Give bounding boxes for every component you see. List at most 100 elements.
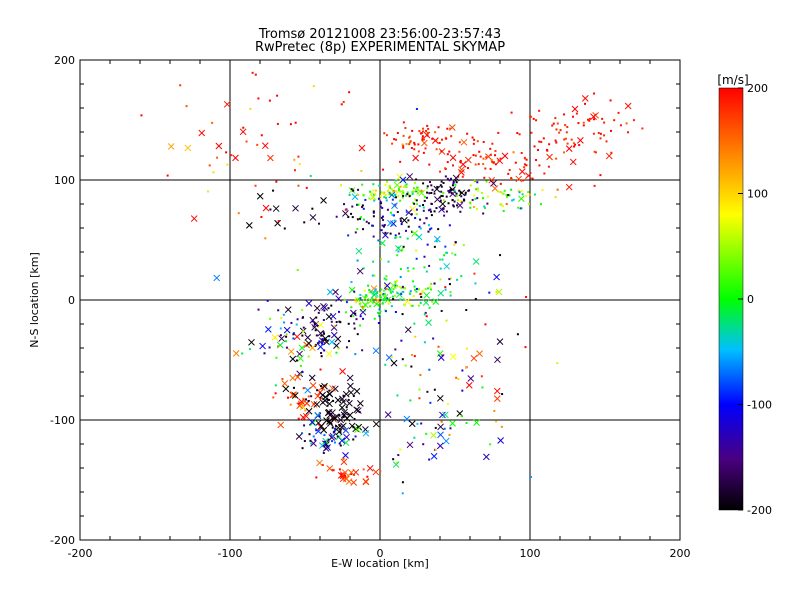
data-point-dot (551, 124, 554, 127)
data-point-x (239, 128, 247, 136)
data-point-dot (434, 449, 437, 452)
data-point-x (322, 393, 329, 401)
data-point-dot (420, 292, 423, 295)
data-point-dot (274, 392, 277, 395)
data-point-dot (412, 295, 415, 298)
data-point-x (276, 341, 284, 349)
data-point-x (184, 144, 192, 152)
data-point-dot (305, 186, 308, 189)
data-point-dot (454, 183, 457, 186)
data-point-x (372, 468, 380, 476)
data-point-dot (390, 192, 393, 195)
data-point-dot (415, 107, 418, 110)
data-point-dot (396, 284, 399, 287)
data-point-x (393, 181, 401, 189)
data-point-dot (410, 304, 413, 307)
data-point-x (297, 355, 304, 362)
data-point-x (317, 321, 324, 329)
data-point-dot (384, 363, 387, 366)
data-point-x (449, 420, 456, 427)
data-point-dot (377, 311, 380, 314)
data-point-dot (402, 290, 405, 293)
data-point-dot (413, 436, 416, 439)
data-point-dot (264, 237, 267, 240)
data-point-dot (425, 270, 428, 273)
data-point-dot (472, 154, 475, 157)
data-point-dot (292, 386, 295, 389)
data-point-x (345, 478, 353, 485)
data-point-dot (556, 122, 559, 125)
data-point-dot (489, 443, 492, 446)
data-point-dot (415, 213, 418, 216)
data-point-dot (455, 376, 458, 379)
data-point-dot (359, 293, 362, 296)
data-point-x (366, 464, 374, 472)
data-point-dot (361, 349, 364, 352)
data-point-dot (441, 195, 444, 198)
data-point-x (295, 433, 303, 440)
data-point-dot (285, 333, 288, 336)
data-point-dot (356, 259, 359, 262)
data-point-dot (563, 151, 566, 154)
data-point-dot (455, 194, 458, 197)
data-point-dot (365, 220, 368, 223)
data-point-dot (391, 142, 394, 145)
data-point-dot (260, 134, 263, 137)
data-point-dot (296, 318, 299, 321)
data-point-dot (425, 315, 428, 318)
data-point-dot (396, 279, 399, 282)
data-point-x (289, 391, 297, 399)
data-point-dot (563, 113, 566, 116)
data-point-dot (521, 193, 524, 196)
data-point-x (308, 418, 316, 426)
data-point-dot (354, 312, 357, 315)
data-point-dot (380, 288, 383, 291)
data-point-x (494, 356, 501, 364)
data-point-dot (415, 199, 418, 202)
data-point-dot (495, 420, 498, 423)
data-point-dot (387, 260, 390, 263)
data-point-dot (332, 469, 335, 472)
data-point-dot (451, 184, 454, 187)
data-point-x (372, 347, 380, 355)
data-point-dot (382, 219, 385, 222)
data-point-dot (556, 188, 559, 191)
data-point-dot (577, 122, 580, 125)
data-point-dot (516, 132, 519, 135)
data-point-x (309, 214, 317, 221)
data-point-dot (418, 130, 421, 133)
data-point-dot (399, 217, 402, 220)
data-point-dot (354, 231, 357, 234)
data-point-dot (383, 191, 386, 194)
data-point-dot (414, 288, 417, 291)
data-point-dot (394, 193, 397, 196)
data-point-dot (433, 245, 436, 248)
data-point-dot (404, 287, 407, 290)
data-point-dot (619, 124, 622, 127)
data-point-dot (413, 141, 416, 144)
data-point-dot (444, 288, 447, 291)
data-point-dot (394, 348, 397, 351)
data-point-x (437, 354, 445, 362)
data-point-dot (254, 184, 257, 187)
data-point-dot (325, 384, 328, 387)
data-point-dot (558, 131, 561, 134)
data-point-x (190, 215, 198, 222)
data-point-dot (449, 294, 452, 297)
data-point-dot (359, 297, 362, 300)
data-point-dot (503, 189, 506, 192)
data-point-dot (422, 204, 425, 207)
data-point-dot (426, 134, 429, 137)
colorbar-unit-label: [m/s] (717, 73, 748, 87)
data-point-dot (520, 189, 523, 192)
data-point-dot (433, 388, 436, 391)
data-point-dot (413, 181, 416, 184)
data-point-dot (435, 148, 438, 151)
data-point-dot (310, 395, 313, 398)
data-point-dot (377, 303, 380, 306)
data-point-dot (486, 202, 489, 205)
data-point-dot (347, 322, 350, 325)
data-point-dot (555, 157, 558, 160)
data-point-dot (462, 244, 465, 247)
data-point-x (357, 400, 364, 407)
